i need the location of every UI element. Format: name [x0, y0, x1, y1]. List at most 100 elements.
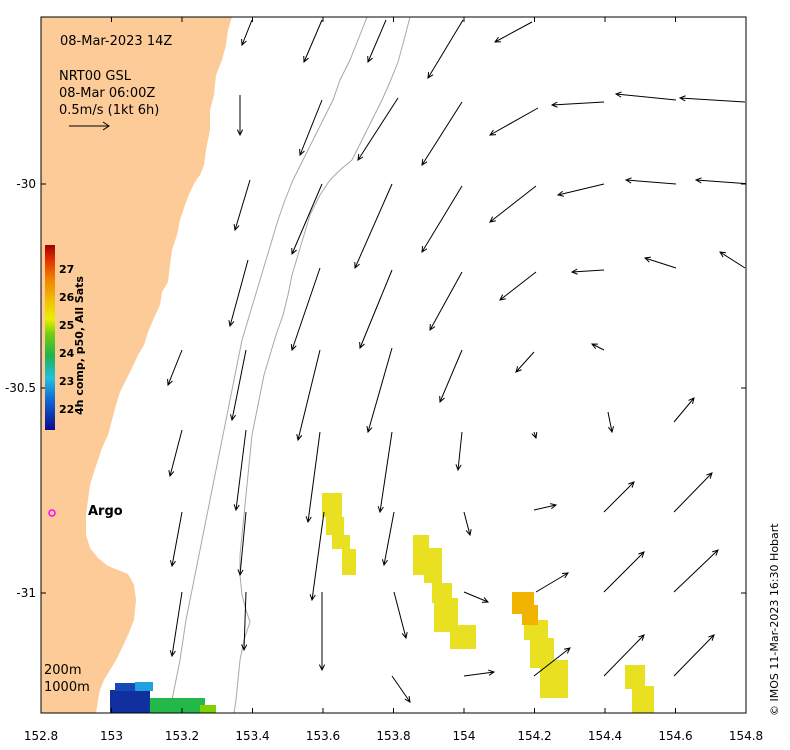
current-vector-arrow [531, 431, 538, 440]
current-vector-arrow [673, 472, 713, 513]
current-vectors [167, 19, 746, 703]
colorbar-tick: 23 [59, 375, 75, 388]
current-vector-arrow [570, 268, 605, 275]
lon-tick-label: 154 [453, 729, 476, 743]
current-vector-arrow [694, 177, 746, 185]
current-vector-arrow [299, 99, 323, 157]
current-vector-arrow [391, 675, 411, 703]
current-vector-arrow [429, 271, 463, 332]
current-vector-arrow [305, 431, 321, 524]
current-vector-arrow [463, 591, 490, 603]
current-vector-arrow [673, 397, 695, 423]
current-vector-arrow [624, 177, 677, 185]
current-vector-arrow [678, 95, 746, 103]
lon-tick-label: 153.8 [376, 729, 410, 743]
argo-float-marker [48, 509, 56, 517]
lon-tick-label: 154.6 [658, 729, 692, 743]
lat-tick-label: -31 [16, 586, 36, 600]
current-vector-arrow [169, 511, 183, 568]
current-vector-arrow [556, 183, 605, 197]
current-vector-arrow [603, 481, 635, 513]
current-vector-arrow [291, 183, 323, 256]
current-vector-arrow [237, 511, 247, 577]
current-vector-arrow [309, 511, 325, 602]
current-vector-arrow [167, 349, 183, 387]
product-time: 08-Mar 06:00Z [59, 86, 156, 101]
credit-text: © IMOS 11-Mar-2023 16:30 Hobart [768, 523, 781, 716]
colorbar-tick: 27 [59, 263, 75, 276]
current-vector-arrow [427, 19, 464, 79]
lon-tick-label: 154.4 [588, 729, 622, 743]
current-vector-arrow [233, 429, 247, 512]
current-vector-arrow [643, 256, 677, 269]
current-vector-arrow [303, 19, 323, 64]
current-vector-arrow [168, 429, 183, 478]
current-vector-arrow [614, 91, 677, 101]
current-vector-arrow [230, 349, 247, 422]
map-timestamp: 08-Mar-2023 14Z [60, 34, 173, 49]
current-vector-arrow [499, 271, 537, 301]
current-vector-arrow [603, 634, 645, 677]
current-vector-arrow [515, 351, 535, 373]
lon-tick-label: 154.8 [729, 729, 763, 743]
current-vector-arrow [169, 591, 183, 658]
current-vector-arrow [533, 503, 558, 511]
current-vector-arrow [439, 349, 463, 404]
land-area [41, 17, 232, 713]
current-vector-arrow [455, 431, 463, 472]
current-vector-arrow [233, 179, 251, 232]
colorbar-tick: 26 [59, 291, 75, 304]
current-vector-arrow [228, 259, 249, 328]
lon-tick-label: 153.6 [306, 729, 340, 743]
current-vector-arrow [533, 647, 571, 677]
current-vector-arrow [421, 101, 463, 166]
colorbar-label: 4h comp, p50, All Sats [73, 276, 86, 415]
colorbar-tick: 25 [59, 319, 75, 332]
isobath-200m [169, 17, 368, 713]
lat-tick-label: -30 [16, 177, 36, 191]
current-vector-arrow [463, 669, 496, 677]
sst-colorbar [45, 245, 55, 430]
current-vector-arrow [290, 267, 321, 352]
current-vector-arrow [493, 21, 533, 43]
current-vector-arrow [241, 591, 248, 652]
current-vector-arrow [393, 591, 408, 640]
current-vector-arrow [673, 634, 715, 677]
current-vector-arrow [463, 511, 472, 537]
current-vector-arrow [318, 592, 326, 672]
current-vector-arrow [366, 347, 393, 434]
scale-arrow [69, 121, 110, 131]
current-vector-arrow [241, 19, 253, 47]
current-vector-arrow [354, 183, 393, 270]
current-vector-arrow [488, 107, 539, 136]
current-vector-arrow [236, 95, 244, 137]
current-vector-arrow [673, 549, 719, 593]
depth-label-200m: 200m [44, 663, 82, 678]
lat-tick-label: -30.5 [5, 381, 36, 395]
axis-ticks: 152.8 153 153.2 153.4 153.6 153.8 154 154.2 154.… [5, 17, 763, 743]
sst-patches [110, 493, 654, 713]
vector-scale-label: 0.5m/s (1kt 6h) [59, 103, 160, 118]
lon-tick-label: 152.8 [24, 729, 58, 743]
current-vector-arrow [357, 97, 399, 161]
current-vector-arrow [377, 431, 393, 514]
argo-label: Argo [88, 504, 123, 519]
product-name: NRT00 GSL [59, 69, 131, 84]
current-vector-arrow [381, 511, 395, 567]
current-vector-arrow [590, 343, 605, 351]
current-vector-arrow [421, 185, 463, 253]
current-vector-arrow [603, 551, 645, 593]
current-vector-arrow [607, 411, 614, 434]
colorbar-tick: 24 [59, 347, 75, 360]
current-vector-arrow [535, 572, 569, 593]
current-vector-arrow [359, 269, 393, 350]
current-vector-arrow [489, 185, 537, 223]
current-vector-arrow [550, 101, 605, 108]
lon-tick-label: 153.2 [165, 729, 199, 743]
current-vector-arrow [367, 19, 387, 64]
current-vector-arrow [296, 349, 321, 442]
depth-label-1000m: 1000m [44, 680, 90, 695]
colorbar-tick: 22 [59, 403, 75, 416]
lon-tick-label: 154.2 [517, 729, 551, 743]
